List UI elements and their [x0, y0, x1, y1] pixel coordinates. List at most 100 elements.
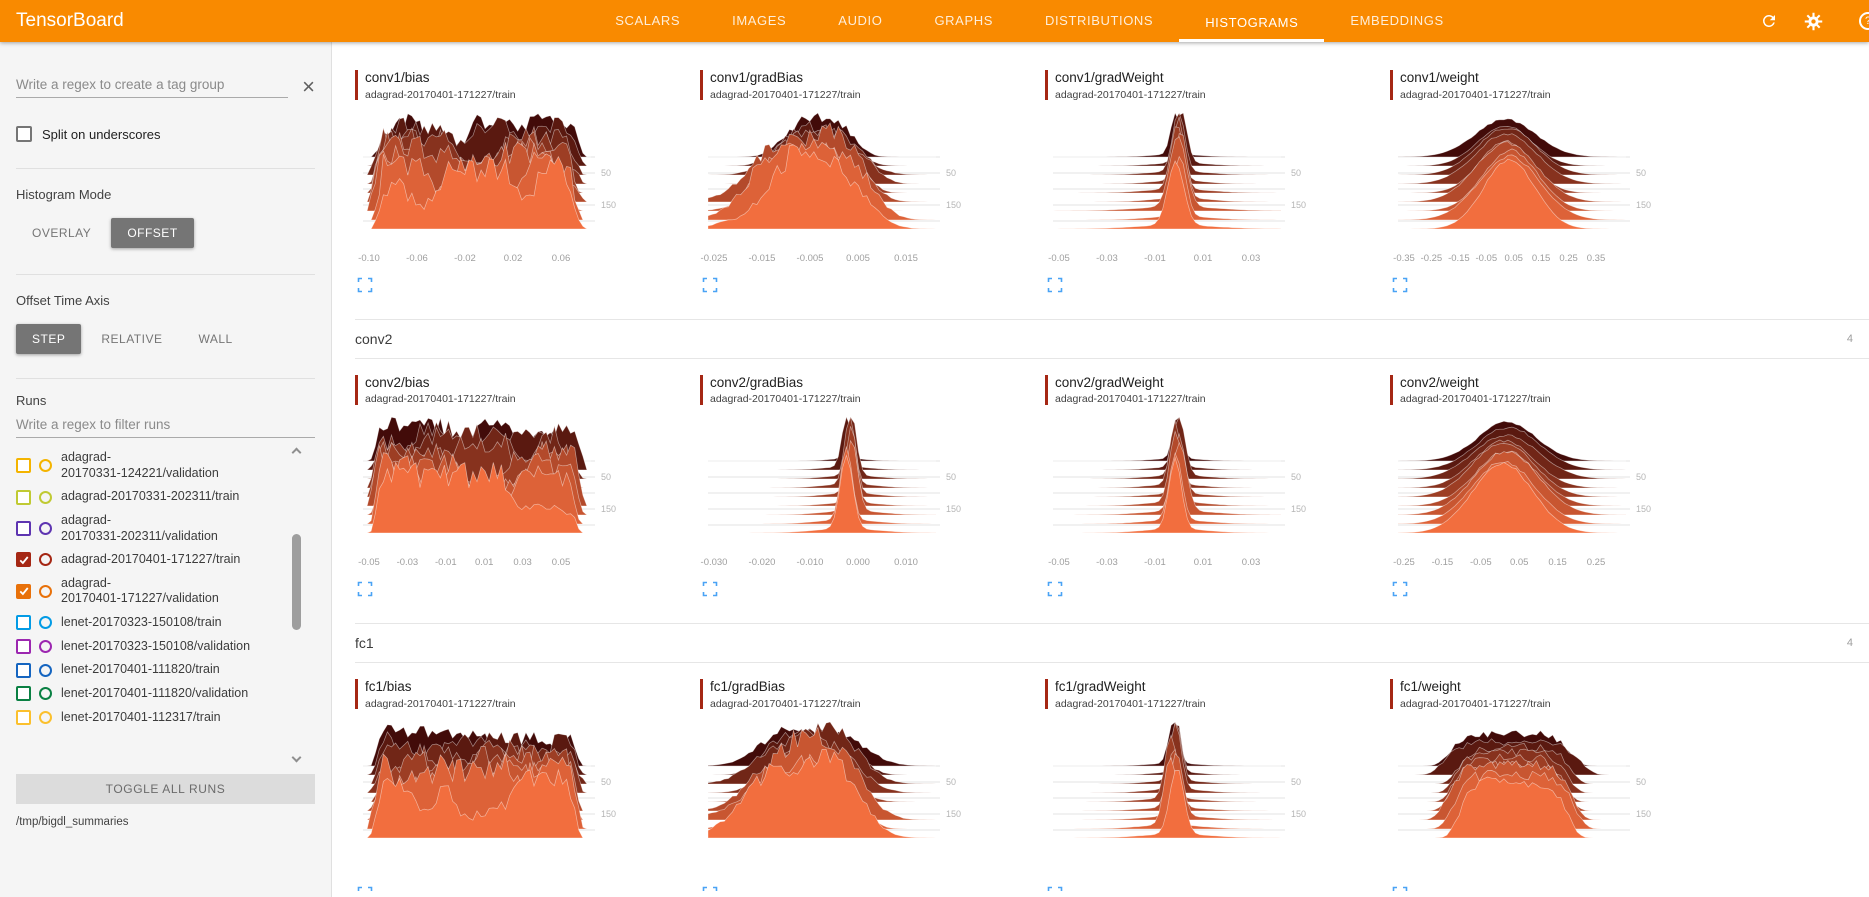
svg-text:0.005: 0.005 [846, 253, 870, 264]
run-list-scrollbar[interactable] [290, 446, 303, 764]
card-run: adagrad-20170401-171227/train [710, 697, 861, 710]
wall-button[interactable]: WALL [182, 324, 248, 354]
run-label: lenet-20170401-111820/train [61, 662, 220, 677]
run-item[interactable]: lenet-20170401-112317/train [16, 706, 281, 730]
help-icon[interactable]: ? [1859, 12, 1869, 30]
expand-icon[interactable] [1047, 581, 1063, 597]
run-checkbox[interactable] [16, 686, 31, 702]
chart-conv1-gradWeight[interactable]: 50 150 -0.05 -0.03 -0.01 0.01 0.03 [1045, 109, 1335, 271]
expand-icon[interactable] [1392, 581, 1408, 597]
scrollbar-thumb[interactable] [292, 534, 301, 630]
svg-text:-0.05: -0.05 [1048, 253, 1070, 264]
run-filter-input[interactable] [16, 412, 315, 438]
close-icon[interactable]: × [302, 74, 315, 99]
svg-text:-0.030: -0.030 [701, 557, 728, 568]
split-underscores-checkbox[interactable] [16, 126, 32, 142]
chart-conv2-bias[interactable]: 50 150 -0.05 -0.03 -0.01 0.01 0.03 0.05 [355, 413, 645, 575]
refresh-icon[interactable] [1759, 11, 1779, 31]
relative-button[interactable]: RELATIVE [85, 324, 178, 354]
card-run: adagrad-20170401-171227/train [1400, 88, 1551, 101]
run-item[interactable]: adagrad-20170331-202311/train [16, 485, 281, 509]
step-button[interactable]: STEP [16, 324, 82, 354]
chart-conv1-gradBias[interactable]: 50 150 -0.025 -0.015 -0.005 0.005 0.015 [700, 109, 990, 271]
tab-embeddings[interactable]: EMBEDDINGS [1350, 13, 1444, 28]
expand-icon[interactable] [1392, 886, 1408, 897]
expand-icon[interactable] [702, 277, 718, 293]
chart-fc1-gradWeight[interactable]: 50 150 [1045, 718, 1335, 880]
svg-text:0.05: 0.05 [552, 557, 571, 568]
chart-fc1-gradBias[interactable]: 50 150 [700, 718, 990, 880]
offset-button[interactable]: OFFSET [111, 218, 194, 248]
run-item[interactable]: adagrad-20170401-171227/train [16, 548, 281, 572]
chart-conv1-bias[interactable]: 50 150 -0.10 -0.06 -0.02 0.02 0.06 [355, 109, 645, 271]
svg-text:0.15: 0.15 [1532, 253, 1551, 264]
run-item[interactable]: lenet-20170323-150108/validation [16, 635, 281, 659]
tab-distributions[interactable]: DISTRIBUTIONS [1044, 13, 1154, 28]
run-checkbox[interactable] [16, 662, 31, 678]
run-checkbox[interactable] [16, 521, 31, 536]
histogram-card: conv2/bias adagrad-20170401-171227/train 5… [355, 374, 675, 598]
chart-conv2-gradWeight[interactable]: 50 150 -0.05 -0.03 -0.01 0.01 0.03 [1045, 413, 1335, 575]
run-checkbox[interactable] [16, 489, 31, 505]
expand-icon[interactable] [1047, 277, 1063, 293]
svg-text:-0.01: -0.01 [1144, 253, 1166, 264]
expand-icon[interactable] [357, 886, 373, 897]
tab-histograms[interactable]: HISTOGRAMS [1179, 0, 1325, 42]
histogram-card: fc1/weight adagrad-20170401-171227/train 5… [1390, 679, 1710, 897]
scroll-up-icon[interactable] [291, 447, 302, 458]
run-color-circle [39, 663, 52, 677]
svg-text:0.03: 0.03 [1242, 557, 1261, 568]
svg-text:0.015: 0.015 [894, 253, 918, 264]
expand-icon[interactable] [357, 581, 373, 597]
run-item[interactable]: adagrad- 20170401-171227/validation [16, 572, 281, 611]
section-header-conv2[interactable]: conv2 4 [355, 318, 1869, 359]
tab-scalars[interactable]: SCALARS [615, 13, 681, 28]
run-item[interactable]: lenet-20170323-150108/train [16, 611, 281, 635]
svg-text:50: 50 [946, 777, 956, 787]
svg-text:-0.25: -0.25 [1393, 557, 1415, 568]
run-checkbox[interactable] [16, 458, 31, 474]
section-header-fc1[interactable]: fc1 4 [355, 623, 1869, 664]
run-checkbox[interactable] [16, 709, 31, 725]
chart-fc1-weight[interactable]: 50 150 [1390, 718, 1680, 880]
svg-text:0.01: 0.01 [475, 557, 494, 568]
run-checkbox[interactable] [16, 638, 31, 654]
expand-icon[interactable] [1047, 886, 1063, 897]
tab-images[interactable]: IMAGES [732, 13, 787, 28]
tab-graphs[interactable]: GRAPHS [934, 13, 993, 28]
svg-text:-0.010: -0.010 [797, 557, 824, 568]
run-checkbox[interactable] [16, 583, 31, 599]
run-item[interactable]: adagrad- 20170331-202311/validation [16, 509, 281, 548]
histogram-card: fc1/gradBias adagrad-20170401-171227/trai… [700, 679, 1020, 897]
toggle-all-runs-button[interactable]: TOGGLE ALL RUNS [16, 774, 315, 804]
run-item[interactable]: adagrad- 20170331-124221/validation [16, 446, 281, 485]
expand-icon[interactable] [702, 886, 718, 897]
expand-icon[interactable] [702, 581, 718, 597]
toolbar: TensorBoard SCALARS IMAGES AUDIO GRAPHS DIST… [0, 0, 1869, 42]
chart-fc1-bias[interactable]: 50 150 [355, 718, 645, 880]
run-checkbox[interactable] [16, 615, 31, 631]
run-color-circle [39, 459, 52, 473]
tab-audio[interactable]: AUDIO [838, 13, 883, 28]
scroll-down-icon[interactable] [291, 752, 302, 763]
chart-conv1-weight[interactable]: 50 150 -0.35 -0.25 -0.15 -0.05 0.05 0.15 0.25 0.3… [1390, 109, 1680, 271]
overlay-button[interactable]: OVERLAY [16, 218, 107, 248]
main-content: conv1/bias adagrad-20170401-171227/train 5… [333, 42, 1869, 897]
run-color-circle [39, 490, 52, 504]
run-label: lenet-20170323-150108/validation [61, 638, 251, 653]
tag-regex-input[interactable] [16, 72, 289, 98]
expand-icon[interactable] [1392, 277, 1408, 293]
svg-text:-0.01: -0.01 [1144, 557, 1166, 568]
split-underscores-row[interactable]: Split on underscores [16, 126, 315, 142]
run-item[interactable]: lenet-20170401-111820/train [16, 658, 281, 682]
histogram-card: fc1/bias adagrad-20170401-171227/train 50 1… [355, 679, 675, 897]
run-checkbox[interactable] [16, 552, 31, 568]
settings-icon[interactable] [1803, 11, 1823, 31]
run-item[interactable]: lenet-20170401-111820/validation [16, 682, 281, 706]
chart-conv2-weight[interactable]: 50 150 -0.25 -0.15 -0.05 0.05 0.15 0.25 [1390, 413, 1680, 575]
svg-text:150: 150 [601, 200, 616, 210]
card-tag: fc1/gradBias [710, 679, 786, 695]
expand-icon[interactable] [357, 277, 373, 293]
svg-text:-0.05: -0.05 [1470, 557, 1492, 568]
chart-conv2-gradBias[interactable]: 50 150 -0.030 -0.020 -0.010 0.000 0.010 [700, 413, 990, 575]
